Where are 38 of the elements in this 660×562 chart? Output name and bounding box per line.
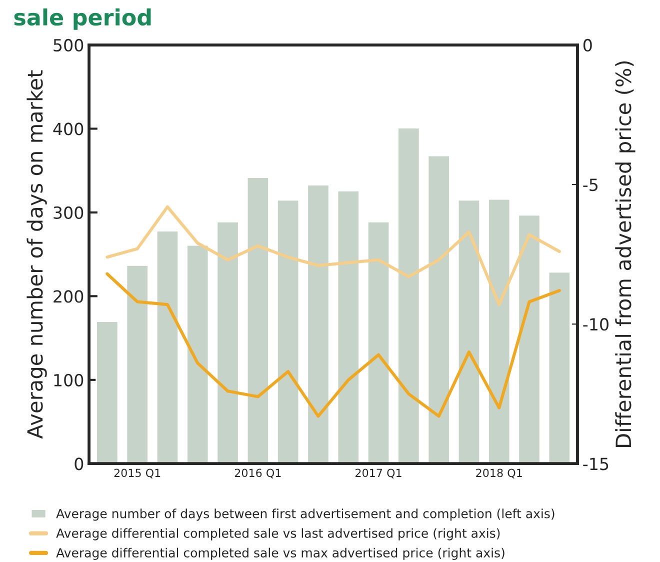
y-tick-label: 0 — [74, 458, 84, 470]
y2-tick-label: -5 — [583, 178, 598, 192]
y2-tick-label: -10 — [583, 318, 608, 331]
bar — [488, 198, 511, 464]
y2-tick-label: -15 — [583, 458, 608, 470]
bar — [246, 176, 270, 464]
bar — [306, 184, 330, 464]
y2-tick-label: 0 — [583, 38, 592, 52]
bar — [126, 264, 149, 464]
bar — [366, 220, 390, 464]
x-tick-label: 2016 Q1 — [234, 468, 281, 478]
bar — [397, 127, 420, 464]
bar — [518, 214, 541, 464]
x-tick-label: 2015 Q1 — [114, 468, 160, 478]
line-series — [106, 272, 561, 418]
y-axis-title: Average number of days on market — [26, 70, 47, 439]
y-tick-label: 100 — [54, 374, 84, 386]
y-tick-label: 500 — [54, 38, 84, 52]
legend-label: Average differential completed sale vs last advertised price (right axis) — [56, 528, 500, 540]
bar — [427, 154, 450, 464]
x-tick-label: 2018 Q1 — [476, 468, 522, 478]
bar — [216, 220, 240, 464]
y-tick-label: 300 — [54, 206, 84, 220]
bar — [186, 244, 210, 464]
y2-axis-title: Differential from advertised price (%) — [615, 61, 636, 447]
bar — [457, 199, 481, 464]
legend-label: Average number of days between first advertisement and completion (left axis) — [56, 508, 554, 521]
legend-label: Average differential completed sale vs max advertised price (right axis) — [56, 548, 504, 560]
chart-title: sale period — [14, 8, 151, 30]
bar — [276, 199, 300, 464]
y-tick-label: 400 — [53, 122, 84, 136]
bar — [336, 190, 360, 464]
y-tick-label: 200 — [54, 290, 84, 303]
x-tick-label: 2017 Q1 — [356, 468, 402, 478]
line-series — [106, 205, 561, 306]
bar — [548, 271, 571, 464]
bar — [96, 320, 119, 464]
bar — [156, 230, 180, 464]
